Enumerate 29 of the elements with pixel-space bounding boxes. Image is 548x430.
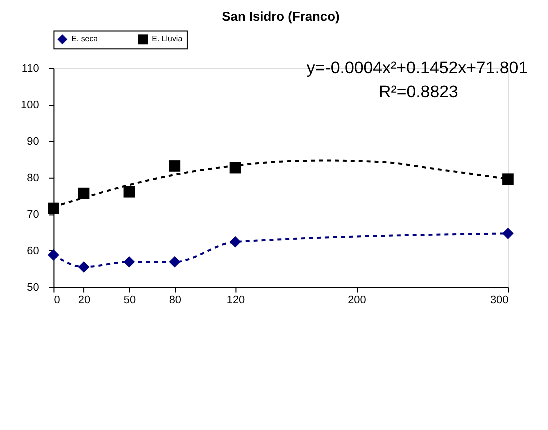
point	[230, 236, 242, 248]
y-tick-label: 80	[27, 172, 40, 184]
annotation: R²=0.8823	[379, 82, 458, 102]
x-tick-label: 300	[490, 294, 509, 307]
chart-title: San Isidro (Franco)	[222, 9, 340, 24]
point	[124, 256, 136, 268]
legend-label: E. seca	[72, 34, 99, 44]
x-tick-label: 20	[78, 294, 91, 307]
x-tick-label: 120	[226, 294, 246, 307]
x-tick-label: 200	[348, 294, 366, 307]
y-tick-label: 50	[27, 282, 40, 294]
legend-label: E. Lluvia	[152, 34, 184, 44]
y-tick-label: 70	[27, 208, 40, 221]
point	[78, 262, 90, 273]
point	[169, 256, 181, 268]
y-tick-label: 60	[27, 245, 40, 258]
point	[169, 160, 181, 172]
y-tick-label: 100	[21, 99, 40, 112]
annotation: y=-0.0004x²+0.1452x+71.801	[306, 58, 528, 78]
x-tick-label: 0	[54, 294, 60, 307]
point	[502, 228, 514, 240]
x-tick-label: 80	[169, 294, 182, 307]
point	[48, 250, 60, 261]
point	[124, 186, 136, 198]
y-tick-label: 110	[22, 62, 40, 75]
point	[502, 174, 514, 186]
x-tick-label: 50	[124, 294, 136, 307]
y-tick-label: 90	[27, 136, 40, 148]
point	[48, 202, 60, 214]
